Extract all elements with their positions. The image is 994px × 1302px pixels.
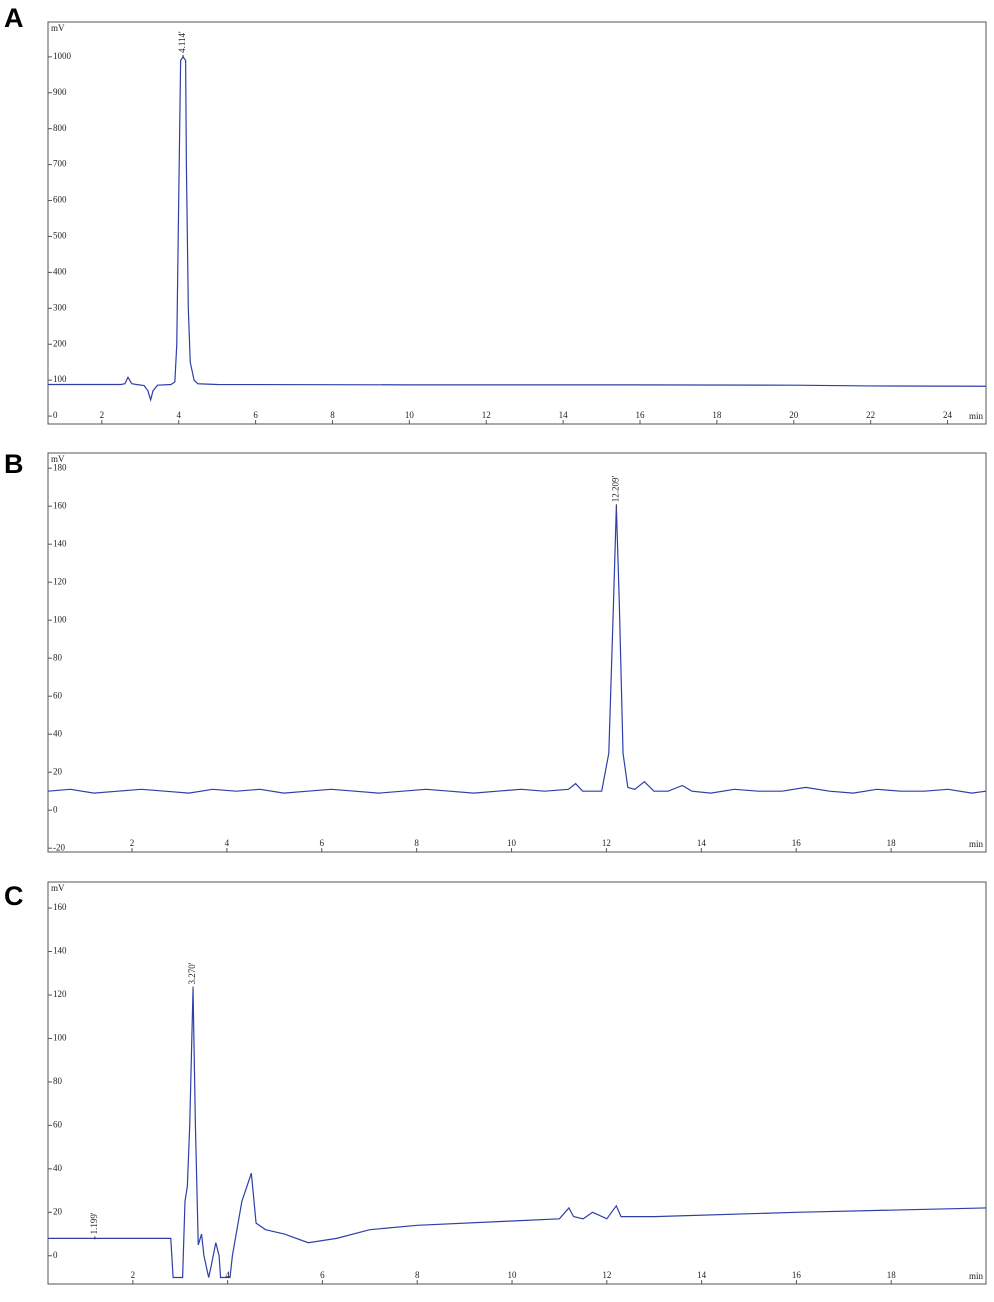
- x-tick-label: 8: [330, 410, 335, 420]
- y-tick-label: 160: [53, 902, 67, 912]
- y-tick-label: 140: [53, 946, 67, 956]
- x-tick-label: 6: [253, 410, 258, 420]
- x-tick-label: 22: [866, 410, 875, 420]
- x-tick-label: 8: [414, 838, 419, 848]
- x-tick-label: 6: [320, 1270, 325, 1280]
- y-axis-label: mV: [51, 883, 65, 893]
- y-tick-label: 100: [53, 614, 67, 624]
- plot-frame: [47, 21, 987, 425]
- y-tick-label: 600: [53, 195, 67, 205]
- x-tick-label: 4: [225, 1270, 230, 1280]
- x-tick-label: 2: [100, 410, 105, 420]
- panel-letter: C: [4, 881, 24, 911]
- chromatogram-line: [48, 55, 987, 403]
- y-tick-label: 120: [53, 576, 67, 586]
- x-tick-label: 10: [405, 410, 415, 420]
- chromatogram-line: [48, 988, 987, 1279]
- y-tick-label: 20: [53, 1206, 63, 1216]
- y-axis-label: mV: [51, 23, 65, 33]
- peak-label: 3.270': [187, 962, 197, 984]
- y-tick-label: 400: [53, 266, 67, 276]
- x-tick-label: 14: [559, 410, 569, 420]
- x-tick-label: 16: [792, 1270, 802, 1280]
- x-axis-label: min: [969, 839, 984, 849]
- y-tick-label: 100: [53, 1033, 67, 1043]
- x-tick-label: 18: [887, 838, 897, 848]
- y-tick-label: 300: [53, 302, 67, 312]
- y-tick-label: 0: [53, 410, 58, 420]
- x-tick-label: 12: [602, 1270, 611, 1280]
- x-tick-label: 14: [697, 838, 707, 848]
- panel-letter: A: [4, 3, 24, 33]
- x-tick-label: 20: [789, 410, 799, 420]
- x-tick-label: 10: [507, 838, 517, 848]
- y-tick-label: 180: [53, 462, 67, 472]
- x-tick-label: 16: [792, 838, 802, 848]
- x-tick-label: 14: [697, 1270, 707, 1280]
- x-tick-label: 2: [130, 838, 135, 848]
- y-tick-label: 0: [53, 804, 58, 814]
- x-tick-label: 4: [176, 410, 181, 420]
- y-tick-label: 0: [53, 1250, 58, 1260]
- y-tick-label: 40: [53, 1163, 63, 1173]
- y-tick-label: 1000: [53, 51, 72, 61]
- panel-letter: B: [4, 449, 24, 479]
- peak-label: 4.114': [177, 31, 187, 53]
- y-tick-label: 40: [53, 728, 63, 738]
- x-tick-label: 2: [131, 1270, 136, 1280]
- y-tick-label: 60: [53, 690, 63, 700]
- x-tick-label: 16: [636, 410, 646, 420]
- y-tick-label: 160: [53, 500, 67, 510]
- y-tick-label: 120: [53, 989, 67, 999]
- x-tick-label: 4: [225, 838, 230, 848]
- peak-label: 12.209': [610, 475, 620, 502]
- chromatogram-line: [47, 506, 987, 794]
- y-tick-label: 80: [53, 652, 63, 662]
- y-tick-label: 800: [53, 123, 67, 133]
- y-tick-label: 140: [53, 538, 67, 548]
- x-tick-label: 8: [415, 1270, 420, 1280]
- y-tick-label: -20: [53, 842, 65, 852]
- y-tick-label: 80: [53, 1076, 63, 1086]
- x-tick-label: 12: [482, 410, 491, 420]
- y-tick-label: 200: [53, 338, 67, 348]
- x-tick-label: 10: [508, 1270, 518, 1280]
- x-tick-label: 18: [887, 1270, 897, 1280]
- y-tick-label: 60: [53, 1119, 63, 1129]
- y-tick-label: 20: [53, 766, 63, 776]
- peak-label: 1.199': [89, 1212, 99, 1234]
- x-tick-label: 12: [602, 838, 611, 848]
- plot-frame: [47, 452, 987, 853]
- plot-frame: [47, 881, 987, 1285]
- y-tick-label: 500: [53, 231, 67, 241]
- y-axis-label: mV: [51, 454, 65, 464]
- x-tick-label: 6: [320, 838, 325, 848]
- x-axis-label: min: [969, 1271, 984, 1281]
- y-tick-label: 100: [53, 374, 67, 384]
- x-tick-label: 24: [943, 410, 953, 420]
- x-tick-label: 18: [712, 410, 722, 420]
- y-tick-label: 900: [53, 87, 67, 97]
- y-tick-label: 700: [53, 159, 67, 169]
- x-axis-label: min: [969, 411, 984, 421]
